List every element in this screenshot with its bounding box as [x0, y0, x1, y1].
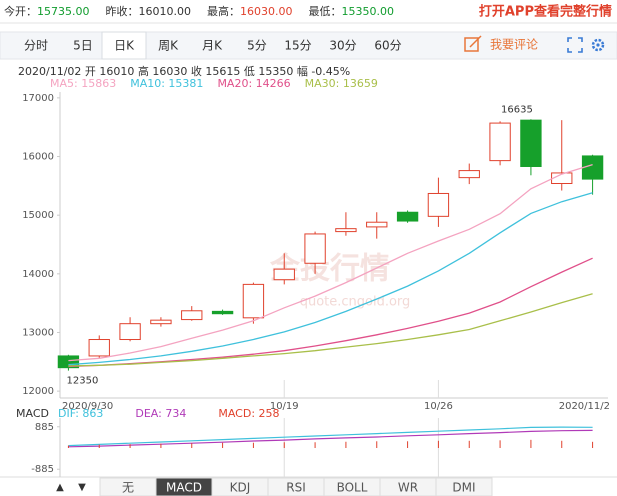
comment-icon[interactable]	[464, 35, 482, 52]
ma-line	[68, 192, 593, 366]
y-tick-label: 12000	[22, 386, 54, 397]
period-tab[interactable]: 15分	[284, 39, 311, 53]
candle-body	[427, 192, 450, 217]
candle-body	[211, 310, 234, 315]
period-tab[interactable]: 5分	[247, 39, 267, 53]
indicator-tab[interactable]: DMI	[452, 481, 475, 495]
info-line: 2020/11/02 开 16010 高 16030 收 15615 低 153…	[18, 64, 350, 78]
period-tab[interactable]: 5日	[73, 39, 93, 53]
comment-icon-pen	[469, 35, 482, 48]
candle-body	[304, 233, 326, 264]
candle-body	[150, 319, 172, 325]
legend-entry: MA10: 15381	[130, 77, 203, 90]
header-value: 15735.00	[37, 5, 90, 18]
comment-icon-box	[464, 37, 479, 52]
header-label: 最低：	[309, 5, 342, 18]
x-tick-label: 10/19	[270, 401, 299, 412]
header-value: 16010.00	[139, 5, 192, 18]
x-tick-label: 2020/9/30	[62, 401, 113, 412]
period-tab[interactable]: 30分	[329, 39, 356, 53]
candle-body	[551, 172, 573, 184]
candle-body	[57, 355, 80, 369]
settings-icon-core	[596, 43, 600, 47]
macd-y-tick-label: -885	[31, 464, 54, 475]
candle-body	[181, 310, 203, 321]
legend-entry: MA30: 13659	[305, 77, 378, 90]
watermark-url: quote.cngold.org	[300, 295, 411, 310]
y-tick-label: 15000	[22, 210, 54, 221]
candle-body	[489, 122, 511, 162]
x-tick-label: 10/26	[424, 401, 453, 412]
header-label: 昨收：	[106, 4, 139, 18]
settings-icon-ring	[591, 38, 605, 52]
tab-selected-bg	[101, 31, 147, 60]
candle-body	[273, 268, 295, 281]
header-label: 最高：	[207, 4, 240, 18]
candle-body	[458, 170, 480, 179]
macd-y-tick-label: 885	[35, 422, 54, 433]
legend-entry: MA20: 14266	[217, 77, 290, 90]
candle-body	[396, 211, 419, 222]
indicator-tab[interactable]: MACD	[166, 481, 202, 495]
y-tick-label: 17000	[22, 93, 54, 104]
period-tab[interactable]: 分时	[24, 39, 48, 53]
period-tab[interactable]: 周K	[158, 39, 179, 53]
header-value: 15350.00	[342, 5, 395, 18]
y-tick-label: 13000	[22, 327, 54, 338]
indicator-tab[interactable]: RSI	[286, 481, 306, 495]
candle-body	[366, 221, 388, 228]
period-tab[interactable]: 月K	[202, 39, 223, 53]
macd-line	[68, 429, 593, 448]
candle-body	[335, 228, 357, 233]
fullscreen-icon[interactable]	[567, 37, 583, 53]
indicator-tab[interactable]: 无	[122, 481, 134, 495]
price-annotation: 12350	[67, 376, 99, 387]
macd-line	[68, 426, 593, 447]
ma-line	[68, 163, 593, 362]
fullscreen-icon-path	[567, 37, 583, 53]
x-tick-label: 2020/11/2	[559, 401, 610, 412]
indicator-tab[interactable]: KDJ	[230, 481, 251, 495]
scroll-down[interactable]: ▼	[78, 482, 86, 493]
macd-legend: DEA: 734	[135, 407, 186, 420]
app-link[interactable]: 打开APP查看完整行情	[479, 4, 612, 20]
scroll-up[interactable]: ▲	[56, 482, 64, 493]
header-value: 16030.00	[240, 5, 293, 18]
macd-legend: DIF: 863	[58, 407, 103, 420]
period-tab[interactable]: 日K	[114, 39, 135, 53]
candle-body	[520, 119, 542, 167]
candle-body	[88, 339, 110, 357]
indicator-tab-bg	[435, 477, 493, 496]
legend-entry: MA5: 15863	[50, 77, 116, 90]
comment-button[interactable]: 我要评论	[490, 38, 538, 52]
indicator-tab[interactable]: WR	[398, 481, 418, 495]
y-tick-label: 16000	[22, 152, 54, 163]
settings-icon[interactable]	[591, 38, 605, 52]
candle-body	[242, 283, 265, 319]
y-tick-label: 14000	[22, 269, 54, 280]
indicator-tab[interactable]: BOLL	[337, 481, 368, 495]
price-annotation: 16635	[501, 104, 533, 115]
candle-body	[581, 155, 604, 180]
header-label: 今开：	[4, 4, 37, 18]
candle-body	[119, 323, 141, 341]
period-tab[interactable]: 60分	[374, 39, 401, 53]
macd-legend: MACD: 258	[218, 407, 279, 420]
macd-title: MACD	[16, 407, 49, 420]
ma-line	[68, 293, 593, 367]
